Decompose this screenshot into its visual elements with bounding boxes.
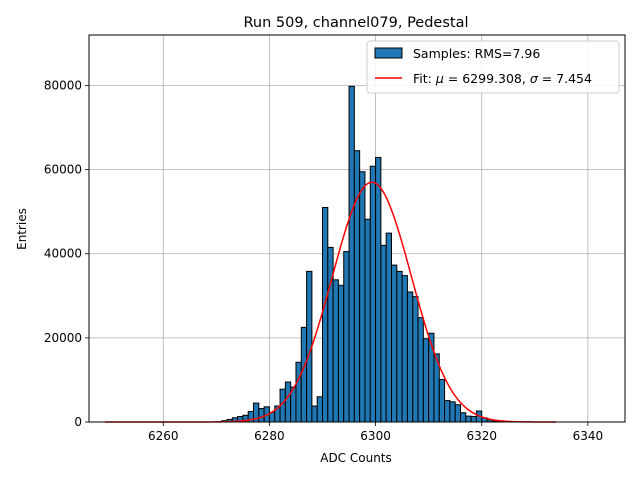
- histogram-bar: [332, 279, 339, 423]
- histogram-bar: [311, 405, 318, 423]
- histogram-bar: [406, 291, 414, 423]
- histogram-bar: [375, 156, 382, 423]
- histogram-bar: [396, 270, 403, 423]
- histogram-bar: [422, 338, 430, 423]
- histogram-bar: [465, 415, 472, 423]
- y-tick-label: 0: [74, 415, 82, 429]
- histogram-bar: [412, 296, 419, 423]
- histogram-bar: [385, 232, 392, 423]
- y-tick-label: 20000: [44, 331, 82, 345]
- histogram-bar: [359, 171, 366, 423]
- legend-histogram-label: Samples: RMS=7.96: [413, 46, 540, 61]
- histogram-bar: [284, 381, 292, 423]
- x-axis: 6260 6280 6300 6320 6340: [148, 422, 603, 443]
- histogram-bar: [300, 326, 308, 423]
- y-tick-label: 40000: [44, 247, 82, 261]
- histogram-bar: [449, 401, 456, 423]
- y-tick-label: 80000: [44, 78, 82, 92]
- histogram-bar: [438, 379, 446, 423]
- x-tick-label: 6340: [573, 429, 604, 443]
- x-tick-label: 6280: [254, 429, 285, 443]
- histogram-bar: [444, 400, 451, 423]
- histogram-bar: [348, 85, 355, 423]
- histogram-bar: [343, 251, 350, 423]
- histogram-bar: [353, 150, 361, 423]
- y-axis-label: Entries: [15, 208, 29, 250]
- histogram-bar: [380, 244, 387, 423]
- x-axis-label: ADC Counts: [320, 451, 392, 465]
- histogram-bar: [417, 317, 424, 423]
- legend: Samples: RMS=7.96 Fit: μ = 6299.308, σ =…: [366, 40, 620, 94]
- histogram-bar: [337, 284, 345, 423]
- histogram-bar: [322, 206, 329, 423]
- x-tick-label: 6260: [148, 429, 179, 443]
- histogram-bar: [390, 264, 398, 423]
- histogram-bar: [327, 246, 334, 423]
- histogram-bar: [459, 412, 467, 423]
- histogram-bar: [401, 275, 408, 423]
- x-tick-label: 6300: [360, 429, 391, 443]
- x-tick-label: 6320: [466, 429, 497, 443]
- histogram-bar: [470, 416, 477, 423]
- plot-frame: [88, 34, 626, 423]
- histogram-bar: [364, 218, 371, 423]
- legend-box: [366, 40, 620, 94]
- legend-fit-label: Fit: μ = 6299.308, σ = 7.454: [413, 71, 592, 86]
- chart-title: Run 509, channel079, Pedestal: [243, 15, 468, 31]
- histogram-bar: [258, 408, 265, 423]
- histogram-bar: [369, 165, 377, 423]
- histogram-bar: [316, 396, 324, 423]
- y-axis: 0 20000 40000 60000 80000: [44, 78, 89, 429]
- histogram-bar: [454, 404, 461, 423]
- histogram-bar: [295, 361, 302, 423]
- y-tick-label: 60000: [44, 163, 82, 177]
- legend-histogram-swatch: [374, 47, 403, 59]
